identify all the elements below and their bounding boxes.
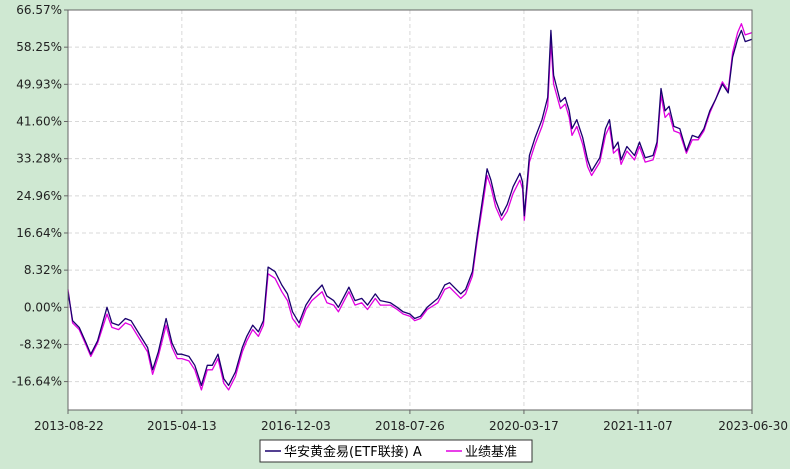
legend-label-fund: 华安黄金易(ETF联接) A <box>284 444 422 460</box>
y-axis-ticks: 66.57% 58.25% 49.93% 41.60% 33.28% 24.96% 16.6… <box>12 3 68 389</box>
x-tick-label: 2018-07-26 <box>375 419 445 433</box>
y-tick-label: -16.64% <box>12 375 62 389</box>
x-axis-ticks: 2013-08-22 2015-04-13 2016-12-03 2018-07-26… <box>34 410 788 433</box>
x-tick-label: 2015-04-13 <box>147 419 217 433</box>
x-tick-label: 2016-12-03 <box>261 419 331 433</box>
x-tick-label: 2020-03-17 <box>489 419 559 433</box>
x-tick-label: 2013-08-22 <box>34 419 104 433</box>
y-tick-label: 8.32% <box>24 263 62 277</box>
y-tick-label: 66.57% <box>16 3 62 17</box>
legend: 华安黄金易(ETF联接) A 业绩基准 <box>259 439 533 463</box>
y-tick-label: 49.93% <box>16 77 62 91</box>
y-tick-label: 58.25% <box>16 40 62 54</box>
series-line-fund <box>67 29 753 387</box>
series-lines <box>67 23 753 391</box>
y-tick-label: 33.28% <box>16 152 62 166</box>
y-tick-label: -8.32% <box>20 337 62 351</box>
series-line-benchmark <box>67 23 753 391</box>
y-tick-label: 0.00% <box>24 300 62 314</box>
legend-label-benchmark: 业绩基准 <box>465 445 517 460</box>
x-tick-label: 2023-06-30 <box>718 419 788 433</box>
legend-box <box>259 439 533 463</box>
y-tick-label: 41.60% <box>16 115 62 129</box>
y-tick-label: 16.64% <box>16 226 62 240</box>
y-tick-label: 24.96% <box>16 189 62 203</box>
x-tick-label: 2021-11-07 <box>603 419 673 433</box>
